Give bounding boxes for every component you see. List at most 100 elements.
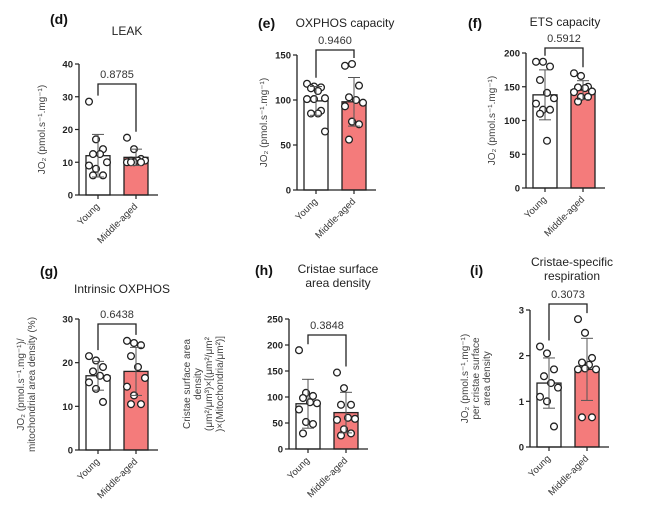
y-tick-label: 200 (267, 341, 283, 352)
x-tick-label: Young (76, 201, 103, 228)
data-point (340, 61, 350, 70)
x-tick-label: Middle-aged (313, 196, 358, 241)
data-point (538, 57, 548, 66)
y-axis-label: JO₂ (pmol.s⁻¹.mg⁻¹) (460, 334, 471, 423)
significance-bracket (315, 49, 355, 78)
data-point (88, 367, 98, 376)
data-point (587, 87, 597, 96)
data-point (122, 133, 132, 142)
data-point (308, 391, 318, 401)
panel-g: (g) Intrinsic OXPHOS JO₂ (pmol.s⁻¹.mg⁻¹)/m… (16, 263, 170, 501)
data-point (569, 69, 579, 78)
y-axis-label: mitochondrial area density (%) (27, 317, 38, 452)
y-tick-label: 100 (275, 96, 291, 107)
y-tick-label: 40 (62, 60, 73, 71)
data-point (535, 75, 545, 85)
panel-letter: (g) (40, 263, 58, 279)
y-tick-label: 100 (504, 116, 520, 127)
y-tick-label: 10 (62, 402, 73, 413)
y-axis-label: JO₂ (pmol.s⁻¹.mg⁻¹) (259, 78, 270, 167)
data-point (122, 336, 132, 345)
data-point (531, 57, 541, 66)
data-point (126, 400, 136, 409)
data-point (140, 373, 150, 383)
data-point (298, 393, 308, 403)
data-point (535, 392, 545, 401)
data-point (354, 120, 364, 129)
data-point (591, 365, 601, 374)
panel-letter: (d) (50, 11, 68, 27)
data-point (358, 98, 368, 107)
data-point (332, 415, 342, 424)
data-point (573, 365, 583, 374)
y-axis-label: JO₂ (pmol.s⁻¹.mg⁻¹) (37, 85, 48, 174)
data-point (542, 136, 552, 145)
x-tick-label: Young (527, 453, 554, 480)
y-axis-label: )×(Mitochondria/μm²)] (215, 336, 226, 432)
y-axis-label: Cristae surface area (182, 339, 193, 429)
data-point (308, 419, 318, 429)
y-tick-label: 0 (515, 184, 520, 195)
bar-middle-aged (570, 89, 596, 189)
data-point (576, 71, 586, 80)
data-point (580, 328, 590, 337)
y-tick-label: 1 (519, 397, 525, 408)
y-axis-label: JO₂ (pmol.s⁻¹.mg⁻¹)/ (16, 338, 27, 430)
panel-letter: (i) (470, 262, 483, 278)
y-tick-label: 50 (509, 150, 520, 161)
y-tick-label: 0 (286, 186, 291, 197)
data-point (553, 383, 563, 392)
data-point (336, 431, 346, 440)
y-tick-label: 250 (267, 315, 283, 326)
data-point (583, 92, 593, 101)
y-tick-label: 150 (267, 367, 283, 378)
data-point (346, 400, 356, 409)
y-tick-label: 50 (280, 141, 291, 152)
y-axis-label: area density (482, 351, 493, 405)
data-point (549, 422, 559, 431)
data-point (294, 346, 304, 355)
panel-letter: (f) (468, 15, 482, 31)
data-point (339, 384, 349, 393)
data-point (84, 161, 94, 170)
panel-title: respiration (544, 269, 600, 283)
data-point (126, 352, 136, 361)
data-point (129, 338, 139, 348)
y-axis-label: density (193, 368, 204, 400)
y-tick-label: 50 (272, 419, 283, 430)
data-point (577, 413, 587, 422)
data-point (549, 94, 559, 103)
y-axis-label: (μm²/μm³)×[(μm²/μm² (204, 336, 215, 431)
panel-title: ETS capacity (530, 15, 601, 29)
data-point (346, 429, 356, 438)
panel-title: Cristae-specific (531, 255, 613, 269)
panel-e: (e) OXPHOS capacity JO₂ (pmol.s⁻¹.mg⁻¹) 0 50… (258, 15, 394, 241)
data-point (531, 99, 541, 108)
panel-title: LEAK (112, 24, 143, 38)
y-tick-label: 20 (62, 358, 73, 369)
significance-bracket (97, 83, 137, 132)
data-point (535, 342, 545, 351)
data-point (347, 59, 357, 69)
data-point (573, 315, 583, 324)
data-point (312, 399, 322, 408)
data-point (336, 400, 346, 409)
panel-title: OXPHOS capacity (296, 16, 395, 30)
data-point (539, 372, 549, 381)
x-tick-label: Middle-aged (305, 455, 350, 500)
data-point (542, 349, 552, 358)
y-tick-label: 3 (519, 306, 524, 317)
p-value-label: 0.3073 (551, 289, 585, 301)
significance-bracket (548, 303, 588, 341)
panel-letter: (h) (255, 262, 273, 278)
panel-title: Cristae surface (298, 262, 379, 276)
y-tick-label: 20 (62, 125, 73, 136)
y-axis-label: JO₂ (pmol.s⁻¹.mg⁻¹) (487, 76, 498, 165)
data-point (302, 95, 312, 104)
panel-letter: (e) (258, 15, 275, 31)
data-point (306, 109, 316, 118)
data-point (126, 158, 136, 167)
p-value-label: 0.5912 (547, 33, 581, 45)
data-point (587, 353, 597, 363)
